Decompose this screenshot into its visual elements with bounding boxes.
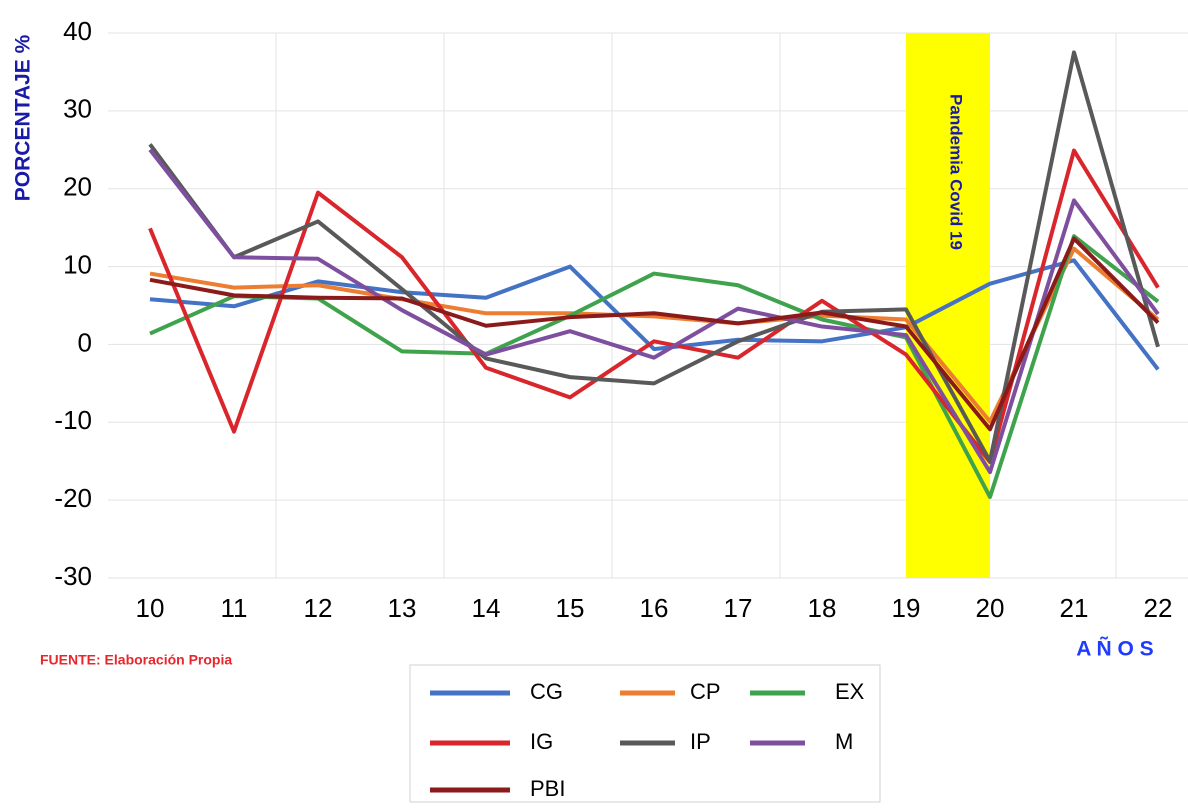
annotation: Pandemia Covid 19 [947, 94, 966, 250]
source-note: FUENTE: Elaboración Propia [40, 652, 232, 668]
y-tick-label: 10 [63, 249, 92, 279]
y-tick-label: 0 [78, 327, 92, 357]
legend-label: M [835, 729, 853, 754]
x-tick-label: 22 [1144, 593, 1173, 623]
legend-label: IP [690, 729, 711, 754]
x-tick-label: 21 [1060, 593, 1089, 623]
legend-label: EX [835, 679, 865, 704]
x-tick-label: 20 [976, 593, 1005, 623]
series-line [149, 234, 1160, 500]
x-tick-label: 12 [304, 593, 333, 623]
x-tick-label: 16 [640, 593, 669, 623]
x-tick-label: 15 [556, 593, 585, 623]
x-tick-label: 19 [892, 593, 921, 623]
legend-label: PBI [530, 776, 565, 801]
x-tick-label: 14 [472, 593, 501, 623]
series-line [148, 148, 1160, 475]
y-tick-label: 40 [63, 16, 92, 46]
series-line [148, 50, 1160, 464]
x-tick-label: 18 [808, 593, 837, 623]
series-line [149, 258, 1160, 371]
legend-box [409, 664, 881, 803]
legend-label: IG [530, 729, 553, 754]
x-tick-label: 17 [724, 593, 753, 623]
x-tick-label: 11 [221, 593, 248, 623]
x-tick-label: 10 [136, 593, 165, 623]
y-tick-label: -30 [54, 561, 92, 591]
x-axis-label: A Ñ O S [1076, 638, 1153, 661]
series-line [149, 236, 1160, 432]
x-tick-label: 13 [388, 593, 417, 623]
y-tick-label: 30 [63, 94, 92, 124]
y-axis-label: PORCENTAJE % [12, 34, 35, 201]
y-tick-label: 20 [63, 172, 92, 202]
series-line [149, 246, 1160, 424]
legend-label: CG [530, 679, 563, 704]
y-tick-label: -10 [54, 405, 92, 435]
y-tick-label: -20 [54, 483, 92, 513]
legend-label: CP [690, 679, 721, 704]
